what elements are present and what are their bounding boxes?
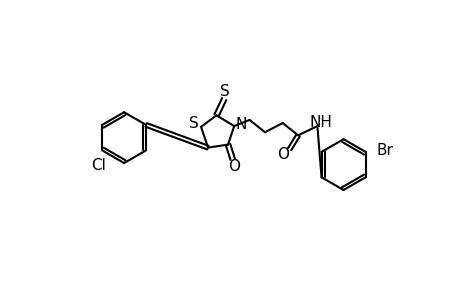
Text: NH: NH <box>308 115 331 130</box>
Text: O: O <box>277 147 289 162</box>
Text: Cl: Cl <box>91 158 106 173</box>
Text: Br: Br <box>375 143 392 158</box>
Text: S: S <box>219 84 230 99</box>
Text: N: N <box>235 117 246 132</box>
Text: S: S <box>189 116 199 131</box>
Text: O: O <box>228 159 240 174</box>
